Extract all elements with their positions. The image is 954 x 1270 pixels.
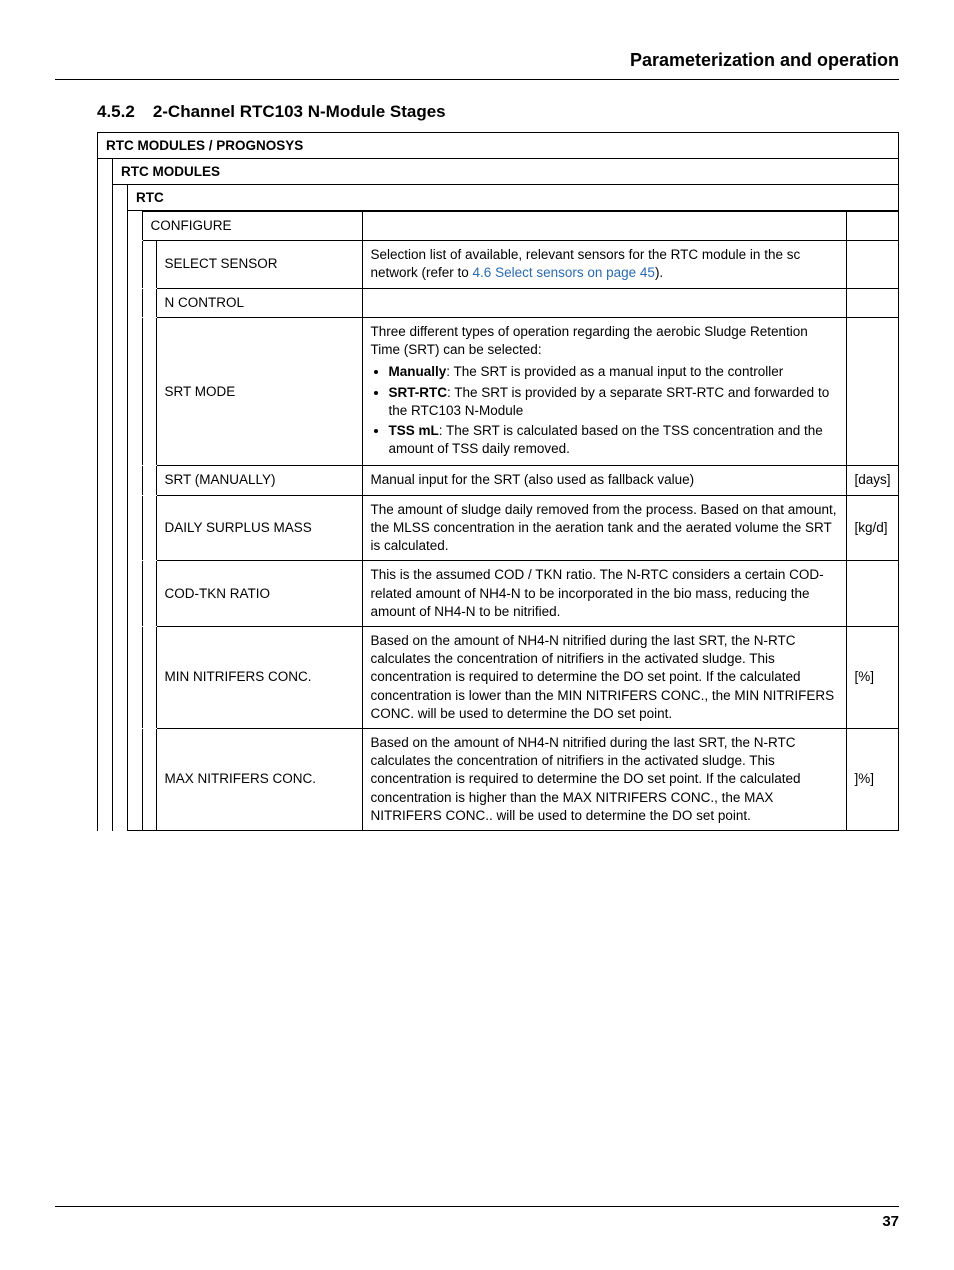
- srt-manually-label: SRT (MANUALLY): [156, 466, 362, 495]
- daily-surplus-label: DAILY SURPLUS MASS: [156, 495, 362, 561]
- section-number: 4.5.2: [97, 102, 135, 121]
- empty-cell: [846, 212, 898, 241]
- text: : The SRT is provided as a manual input …: [446, 364, 783, 379]
- n-control-label: N CONTROL: [156, 288, 362, 317]
- table-row: SELECT SENSOR Selection list of availabl…: [128, 241, 898, 288]
- text: Manually: [389, 364, 447, 379]
- srt-mode-desc: Three different types of operation regar…: [362, 317, 846, 466]
- select-sensors-link[interactable]: 4.6 Select sensors on page 45: [473, 265, 655, 280]
- empty-cell: [846, 561, 898, 627]
- footer-rule: [55, 1206, 899, 1207]
- header-rule: [55, 79, 899, 80]
- max-nitrifers-desc: Based on the amount of NH4-N nitrified d…: [362, 729, 846, 831]
- text: Three different types of operation regar…: [371, 324, 808, 357]
- select-sensor-label: SELECT SENSOR: [156, 241, 362, 288]
- configure-label: CONFIGURE: [142, 212, 362, 241]
- table-row: MAX NITRIFERS CONC. Based on the amount …: [128, 729, 898, 831]
- min-nitrifers-desc: Based on the amount of NH4-N nitrified d…: [362, 626, 846, 728]
- table-row: N CONTROL: [128, 288, 898, 317]
- max-nitrifers-unit: ]%]: [846, 729, 898, 831]
- level1-header: RTC MODULES / PROGNOSYS: [98, 133, 898, 159]
- daily-surplus-desc: The amount of sludge daily removed from …: [362, 495, 846, 561]
- srt-mode-label: SRT MODE: [156, 317, 362, 466]
- text: TSS mL: [389, 423, 439, 438]
- manual-page: Parameterization and operation 4.5.2 2-Ch…: [0, 0, 954, 1270]
- empty-cell: [846, 241, 898, 288]
- srt-manually-unit: [days]: [846, 466, 898, 495]
- page-number: 37: [55, 1213, 899, 1230]
- text: SRT-RTC: [389, 385, 448, 400]
- daily-surplus-unit: [kg/d]: [846, 495, 898, 561]
- max-nitrifers-label: MAX NITRIFERS CONC.: [156, 729, 362, 831]
- table-row: SRT (MANUALLY) Manual input for the SRT …: [128, 466, 898, 495]
- list-item: TSS mL: The SRT is calculated based on t…: [389, 422, 838, 458]
- empty-cell: [362, 288, 846, 317]
- parameters-table: CONFIGURE SELECT SENSOR Selection list o…: [128, 211, 898, 831]
- table-row: COD-TKN RATIO This is the assumed COD / …: [128, 561, 898, 627]
- module-hierarchy: RTC MODULES / PROGNOSYS RTC MODULES RTC: [97, 132, 899, 831]
- text: : The SRT is calculated based on the TSS…: [389, 423, 823, 456]
- text: : The SRT is provided by a separate SRT-…: [389, 385, 830, 418]
- table-row: SRT MODE Three different types of operat…: [128, 317, 898, 466]
- cod-tkn-label: COD-TKN RATIO: [156, 561, 362, 627]
- min-nitrifers-label: MIN NITRIFERS CONC.: [156, 626, 362, 728]
- select-sensor-desc: Selection list of available, relevant se…: [362, 241, 846, 288]
- level2-header: RTC MODULES: [113, 159, 898, 185]
- list-item: Manually: The SRT is provided as a manua…: [389, 363, 838, 381]
- section-title: 2-Channel RTC103 N-Module Stages: [153, 102, 446, 121]
- page-header-title: Parameterization and operation: [55, 50, 899, 71]
- page-footer: 37: [55, 1206, 899, 1230]
- cod-tkn-desc: This is the assumed COD / TKN ratio. The…: [362, 561, 846, 627]
- empty-cell: [846, 288, 898, 317]
- table-row: MIN NITRIFERS CONC. Based on the amount …: [128, 626, 898, 728]
- level3-header: RTC: [128, 185, 898, 211]
- section-heading: 4.5.2 2-Channel RTC103 N-Module Stages: [97, 102, 899, 122]
- text: ).: [655, 265, 663, 280]
- table-row: CONFIGURE: [128, 212, 898, 241]
- empty-cell: [362, 212, 846, 241]
- srt-manually-desc: Manual input for the SRT (also used as f…: [362, 466, 846, 495]
- min-nitrifers-unit: [%]: [846, 626, 898, 728]
- list-item: SRT-RTC: The SRT is provided by a separa…: [389, 384, 838, 420]
- table-row: DAILY SURPLUS MASS The amount of sludge …: [128, 495, 898, 561]
- srt-mode-list: Manually: The SRT is provided as a manua…: [371, 363, 838, 458]
- empty-cell: [846, 317, 898, 466]
